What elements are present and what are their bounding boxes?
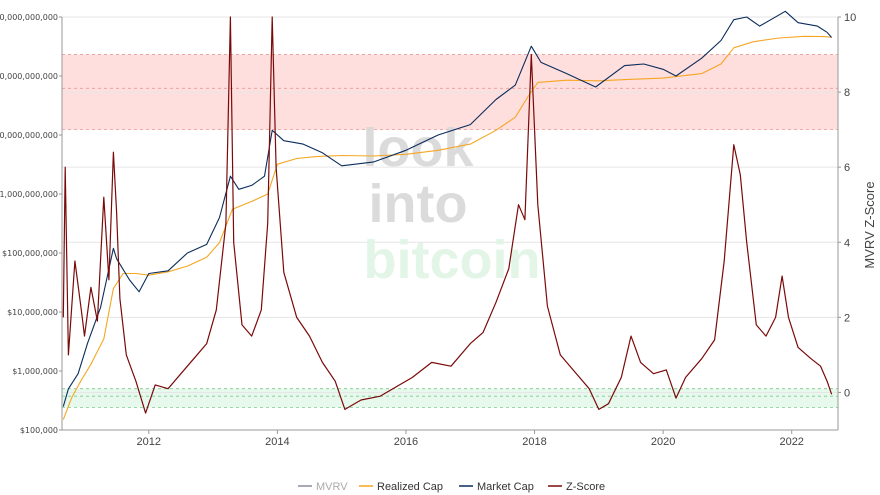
x-tick-label-4: 2020 [651,436,675,448]
right-tick-label-2: 6 [844,162,850,174]
left-tick-label-0: 1,000,000,000,000 [0,13,58,22]
right-axis-label: MVRV Z-Score [862,181,877,268]
right-tick-label-1: 8 [844,87,850,99]
right-tick-label-3: 4 [844,237,850,249]
series-realized-cap [62,35,832,420]
right-tick-label-4: 2 [844,312,850,324]
series-lines [62,10,833,420]
left-tick-label-5: $10,000,000 [7,308,58,317]
left-tick-label-7: $100,000 [20,426,58,435]
axes [61,17,839,431]
band-1 [62,388,838,408]
left-tick-label-3: $1,000,000,000 [0,190,58,199]
x-axis-ticks: 2012 2014 2016 2018 2020 2022 [137,430,804,448]
legend-item-1[interactable]: Realized Cap [377,481,443,493]
left-tick-label-2: $10,000,000,000 [0,131,58,140]
left-tick-label-1: $100,000,000,000 [0,72,58,81]
x-tick-label-5: 2022 [779,436,803,448]
legend[interactable]: MVRV Realized Cap Market Cap Z-Score [298,481,605,493]
left-axis-ticks: 1,000,000,000,000 $100,000,000,000 $10,000… [0,13,62,435]
right-tick-label-0: 10 [844,12,856,24]
watermark-line-1: look [362,118,474,178]
watermark-line-3: bitcoin [364,230,541,290]
x-tick-label-1: 2014 [265,436,289,448]
legend-item-0[interactable]: MVRV [316,481,348,493]
grid-lines [62,16,838,393]
left-tick-label-6: $1,000,000 [12,367,58,376]
watermark-line-2: into [369,174,468,234]
left-tick-label-4: $100,000,000 [2,249,58,258]
right-axis-ticks: 10 8 6 4 2 0 [838,12,856,399]
series-z-score [62,16,833,414]
watermark: look into bitcoin [362,118,540,290]
x-tick-label-0: 2012 [137,436,161,448]
legend-item-3[interactable]: Z-Score [566,481,605,493]
legend-item-2[interactable]: Market Cap [477,481,534,493]
series-market-cap [62,10,833,407]
x-tick-label-2: 2016 [394,436,418,448]
x-tick-label-3: 2018 [522,436,546,448]
right-tick-label-5: 0 [844,387,850,399]
